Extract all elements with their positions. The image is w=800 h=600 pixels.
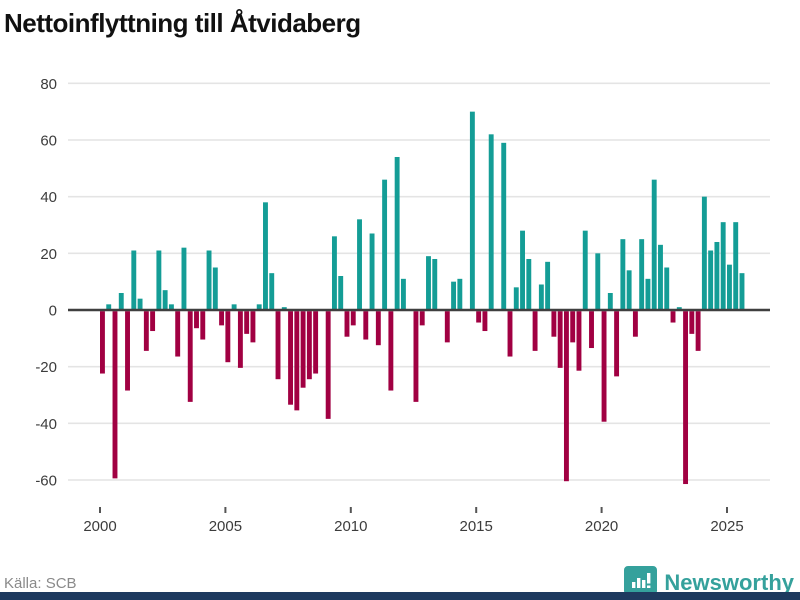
svg-text:2010: 2010 [334,518,367,535]
svg-text:2020: 2020 [585,518,618,535]
footer-accent-bar [0,592,800,600]
newsworthy-wordmark: Newsworthy [664,569,794,595]
svg-text:2025: 2025 [710,518,743,535]
svg-text:0: 0 [49,303,57,320]
svg-text:-60: -60 [35,473,57,490]
svg-text:-20: -20 [35,359,57,376]
svg-text:2000: 2000 [83,518,116,535]
brand-lockup: Newsworthy [624,565,794,600]
bars [100,111,745,485]
axes: 80 60 40 20 0 -20 -40 -60 2000 2005 2010 2015 2020 20… [35,76,770,535]
svg-text:2015: 2015 [460,518,493,535]
svg-text:20: 20 [40,246,57,263]
svg-text:40: 40 [40,189,57,206]
svg-text:-40: -40 [35,416,57,433]
svg-text:2005: 2005 [209,518,242,535]
svg-text:60: 60 [40,132,57,149]
newsworthy-logo-icon [624,566,658,600]
svg-text:80: 80 [40,76,57,93]
chart-title: Nettoinflyttning till Åtvidaberg [4,8,361,38]
source-note: Källa: SCB [4,575,77,592]
